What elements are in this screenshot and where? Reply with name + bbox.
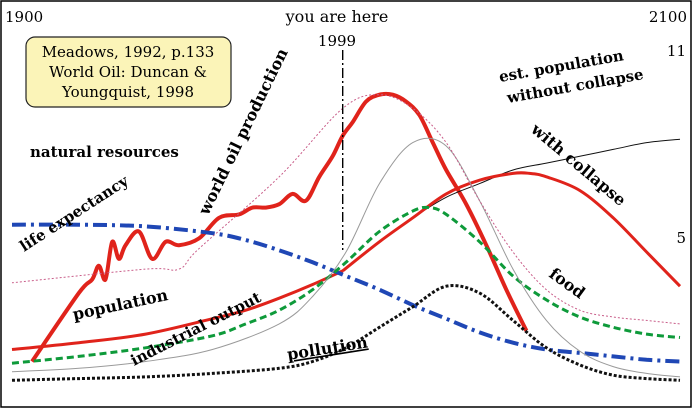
pollution-line xyxy=(11,284,681,382)
citation-line: Meadows, 1992, p.133 xyxy=(42,43,215,61)
pop-with-collapse-line xyxy=(341,171,682,288)
natural-resources-line xyxy=(11,222,681,364)
food-line xyxy=(11,205,681,365)
world-oil-line xyxy=(30,91,529,363)
industrial-output-line xyxy=(11,137,681,378)
life-expectancy-line xyxy=(11,94,681,325)
marker-year-label: 1999 xyxy=(318,32,356,50)
natural-resources-label: natural resources xyxy=(30,143,179,161)
population-tick-11: 11 xyxy=(667,42,686,60)
citation-line: Youngquist, 1998 xyxy=(61,83,194,101)
start-year-label: 1900 xyxy=(5,8,43,26)
population-line xyxy=(11,269,344,351)
end-year-label: 2100 xyxy=(649,8,687,26)
citation-box: Meadows, 1992, p.133 World Oil: Duncan &… xyxy=(25,36,232,108)
citation-box-background xyxy=(25,36,232,108)
series-layer xyxy=(11,91,682,382)
you-are-here-label: you are here xyxy=(285,7,389,26)
population-tick-5: 5 xyxy=(676,229,686,247)
citation-line: World Oil: Duncan & xyxy=(49,63,207,81)
